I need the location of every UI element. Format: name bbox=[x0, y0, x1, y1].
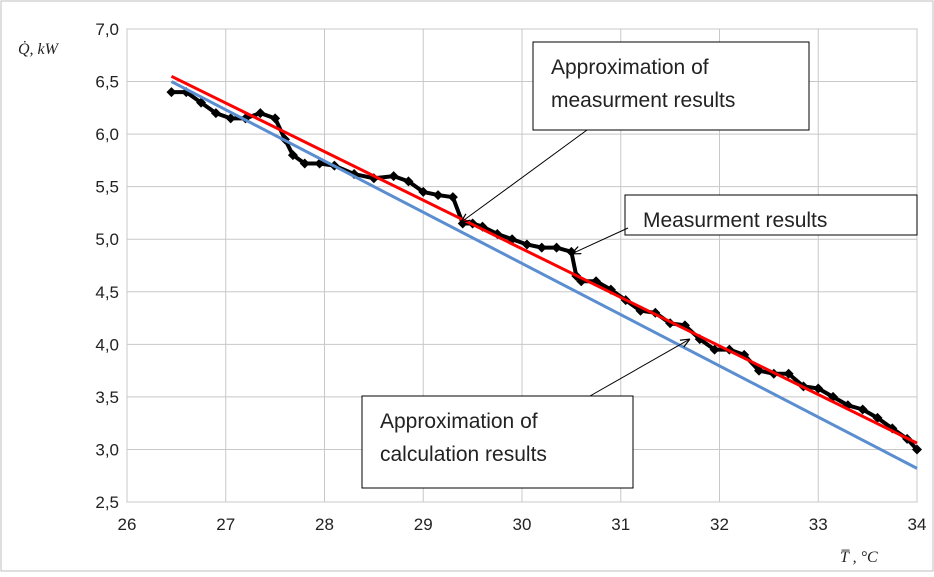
annotation-box bbox=[532, 41, 810, 131]
x-tick-label: 28 bbox=[315, 515, 334, 534]
annotation-text: measurment results bbox=[551, 89, 735, 112]
annotation-arrow bbox=[589, 338, 691, 397]
y-tick-label: 2,5 bbox=[95, 493, 119, 512]
measurement-point bbox=[536, 242, 547, 253]
measurement-point bbox=[447, 192, 458, 203]
y-tick-label: 6,5 bbox=[95, 73, 119, 92]
y-tick-label: 4,5 bbox=[95, 283, 119, 302]
annotation-arrowhead bbox=[460, 213, 471, 223]
measurement-point bbox=[166, 87, 177, 98]
measurement-point bbox=[813, 383, 824, 394]
y-tick-label: 3,0 bbox=[95, 440, 119, 459]
measurement-point bbox=[299, 158, 310, 169]
measurement-point bbox=[551, 242, 562, 253]
x-tick-label: 33 bbox=[809, 515, 828, 534]
measurement-point bbox=[255, 108, 266, 119]
measurement-point bbox=[418, 186, 429, 197]
measurement-point bbox=[388, 171, 399, 182]
x-tick-label: 26 bbox=[118, 515, 137, 534]
annotation-arrowhead bbox=[679, 338, 691, 348]
x-tick-label: 32 bbox=[710, 515, 729, 534]
annotations-layer: Approximation of measurment results Measur… bbox=[361, 41, 918, 489]
measurement-point bbox=[403, 176, 414, 187]
measurement-point bbox=[521, 239, 532, 250]
annotation-text: Approximation of bbox=[380, 410, 538, 433]
annotation-text: Measurment results bbox=[643, 209, 827, 232]
measurement-point bbox=[709, 344, 720, 355]
series-layer bbox=[166, 74, 922, 470]
x-tick-label: 29 bbox=[414, 515, 433, 534]
y-axis-title: Q̇, kW bbox=[18, 40, 60, 58]
measurement-point bbox=[210, 108, 221, 119]
x-tick-label: 34 bbox=[908, 515, 927, 534]
measurement-point bbox=[912, 444, 922, 455]
measurement-point bbox=[196, 97, 207, 108]
annotation-arrow bbox=[571, 227, 629, 255]
x-tick-label: 27 bbox=[216, 515, 235, 534]
measurement-point bbox=[857, 404, 868, 415]
tick-labels: 26 27 28 29 30 31 32 33 34 2,5 3,0 3,5 4,0 4,5 5,0 5,5 6… bbox=[95, 20, 926, 534]
y-tick-label: 7,0 bbox=[95, 20, 119, 39]
annotation-box bbox=[361, 395, 634, 489]
x-axis-title: T̅ , °C bbox=[840, 549, 878, 566]
measurement-point bbox=[225, 113, 236, 124]
measurement-approximation-line bbox=[170, 74, 918, 445]
measurement-point bbox=[433, 190, 444, 201]
measurement-point bbox=[270, 113, 281, 124]
x-tick-label: 31 bbox=[611, 515, 630, 534]
measurement-point bbox=[287, 150, 298, 161]
annotation-arrowhead bbox=[570, 246, 582, 255]
y-tick-label: 5,0 bbox=[95, 230, 119, 249]
x-tick-label: 30 bbox=[513, 515, 532, 534]
y-tick-label: 6,0 bbox=[95, 125, 119, 144]
y-tick-label: 5,5 bbox=[95, 178, 119, 197]
annotation-arrow bbox=[460, 129, 588, 223]
y-tick-label: 4,0 bbox=[95, 335, 119, 354]
y-tick-label: 3,5 bbox=[95, 388, 119, 407]
measurement-point bbox=[872, 412, 883, 423]
annotation-box bbox=[624, 194, 918, 236]
annotation-text: calculation results bbox=[380, 443, 547, 466]
calculation-approximation-line bbox=[170, 80, 918, 470]
annotation-text: Approximation of bbox=[551, 56, 709, 79]
measurement-point bbox=[783, 368, 794, 379]
